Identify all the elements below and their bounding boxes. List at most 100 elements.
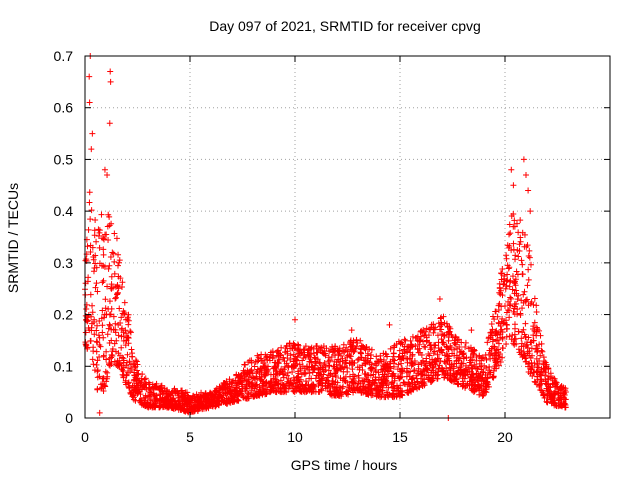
data-point — [399, 341, 406, 348]
data-point — [399, 350, 406, 357]
data-point — [216, 389, 223, 396]
data-point — [329, 384, 336, 391]
x-tick-label: 15 — [392, 429, 408, 445]
data-point — [482, 386, 489, 393]
data-point — [446, 331, 453, 338]
data-point — [285, 364, 292, 371]
data-point — [338, 366, 345, 373]
data-point — [103, 378, 110, 385]
data-point — [533, 308, 540, 315]
data-point — [410, 361, 417, 368]
data-point — [527, 354, 534, 361]
data-point — [235, 372, 242, 379]
data-point — [519, 271, 526, 278]
data-point — [90, 361, 97, 368]
data-point — [519, 261, 526, 268]
data-point — [271, 381, 278, 388]
data-point — [337, 358, 344, 365]
data-point — [558, 396, 565, 403]
data-point — [460, 360, 467, 367]
data-point — [315, 388, 322, 395]
data-point — [507, 302, 514, 309]
data-point — [107, 253, 114, 260]
outlier-point — [348, 327, 355, 334]
data-point — [343, 344, 350, 351]
data-point — [132, 374, 139, 381]
data-point — [284, 378, 291, 385]
data-point — [353, 343, 360, 350]
data-point — [89, 320, 96, 327]
data-point — [395, 361, 402, 368]
data-point — [530, 323, 537, 330]
data-point — [302, 343, 309, 350]
data-point — [273, 378, 280, 385]
data-point — [154, 396, 161, 403]
data-point — [305, 366, 312, 373]
data-point — [87, 291, 94, 298]
data-point — [486, 347, 493, 354]
data-point — [251, 385, 258, 392]
data-point — [421, 343, 428, 350]
data-point — [534, 348, 541, 355]
data-point — [497, 329, 504, 336]
data-point — [426, 339, 433, 346]
data-point — [531, 319, 538, 326]
data-point — [182, 394, 189, 401]
data-point — [515, 328, 522, 335]
x-tick-label: 20 — [497, 429, 513, 445]
data-point — [443, 356, 450, 363]
data-point — [133, 367, 140, 374]
data-point — [542, 380, 549, 387]
data-point — [110, 313, 117, 320]
data-point — [460, 350, 467, 357]
data-point — [522, 358, 529, 365]
data-point — [127, 328, 134, 335]
data-point — [111, 340, 118, 347]
data-point — [413, 372, 420, 379]
data-point — [171, 401, 178, 408]
data-point — [443, 320, 450, 327]
data-point — [330, 363, 337, 370]
data-point — [517, 217, 524, 224]
data-point — [533, 342, 540, 349]
data-point — [323, 345, 330, 352]
data-point — [511, 321, 518, 328]
data-point — [115, 285, 122, 292]
data-point — [525, 252, 532, 259]
data-point — [437, 315, 444, 322]
data-point — [461, 375, 468, 382]
data-point — [510, 223, 517, 230]
data-point — [437, 357, 444, 364]
outlier-point — [106, 120, 113, 127]
data-point — [400, 379, 407, 386]
data-point — [267, 388, 274, 395]
data-point — [200, 394, 207, 401]
data-point — [328, 353, 335, 360]
data-point — [260, 359, 267, 366]
data-point — [539, 389, 546, 396]
data-point — [485, 370, 492, 377]
data-points — [82, 53, 569, 421]
data-point — [373, 392, 380, 399]
outlier-point — [96, 409, 103, 416]
data-point — [381, 363, 388, 370]
data-point — [452, 333, 459, 340]
outlier-point — [292, 316, 298, 323]
data-point — [145, 392, 152, 399]
data-point — [380, 357, 387, 364]
data-point — [495, 362, 502, 369]
data-point — [89, 356, 96, 363]
data-point — [530, 332, 537, 339]
data-point — [133, 358, 140, 365]
data-point — [454, 380, 461, 387]
data-point — [429, 367, 436, 374]
data-point — [168, 399, 175, 406]
data-point — [348, 385, 355, 392]
data-point — [394, 366, 401, 373]
data-point — [89, 309, 96, 316]
outlier-point — [523, 171, 529, 178]
data-point — [451, 370, 458, 377]
data-point — [232, 387, 239, 394]
data-point — [293, 357, 300, 364]
data-point — [322, 352, 329, 359]
